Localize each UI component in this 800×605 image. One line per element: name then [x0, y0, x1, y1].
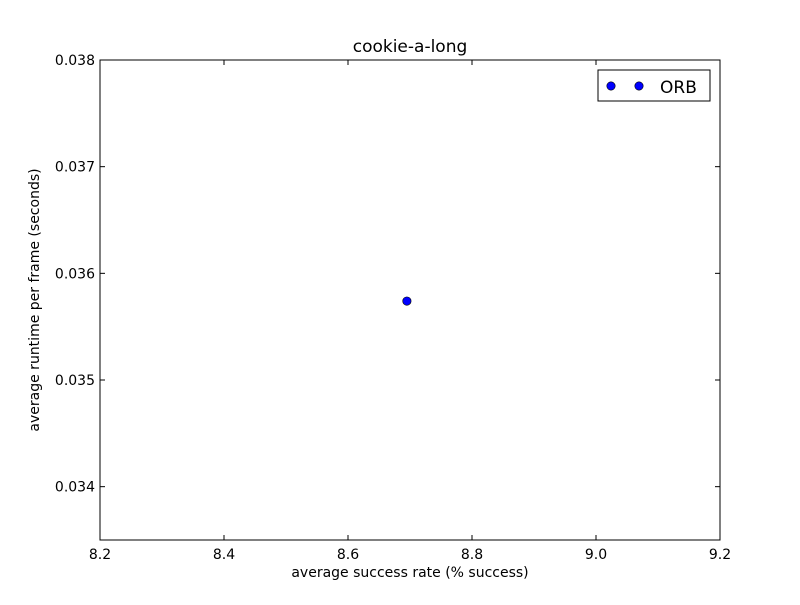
x-axis: 8.2 8.4 8.6 8.8 9.0 9.2	[89, 60, 731, 563]
chart-title: cookie-a-long	[353, 37, 468, 57]
x-tick-label: 9.0	[585, 547, 607, 563]
x-tick-label: 8.6	[337, 547, 359, 563]
x-tick-label: 8.8	[461, 547, 483, 563]
y-tick-label: 0.035	[55, 373, 95, 389]
y-axis-label: average runtime per frame (seconds)	[27, 168, 43, 431]
legend-label-orb: ORB	[660, 78, 697, 98]
data-point-orb	[402, 296, 412, 306]
x-tick-label: 8.4	[213, 547, 235, 563]
y-tick-label: 0.038	[55, 53, 95, 69]
y-tick-label: 0.034	[55, 480, 95, 496]
legend-marker-2	[634, 81, 644, 91]
x-tick-label: 8.2	[89, 547, 111, 563]
legend-box	[597, 69, 711, 102]
legend: ORB	[597, 69, 711, 102]
y-tick-label: 0.036	[55, 266, 95, 282]
y-tick-label: 0.037	[55, 160, 95, 176]
x-axis-label: average success rate (% success)	[291, 565, 528, 581]
data-points	[402, 296, 412, 306]
y-axis: 0.034 0.035 0.036 0.037 0.038	[55, 53, 720, 496]
legend-marker-1	[606, 81, 616, 91]
x-tick-label: 9.2	[709, 547, 731, 563]
